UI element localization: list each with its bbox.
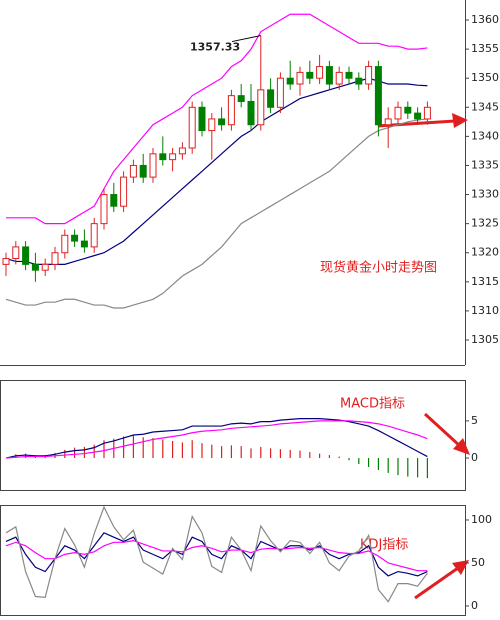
y-tick-label: 1335.00 [471, 158, 500, 171]
candle-body [159, 153, 167, 161]
candle-body [355, 77, 363, 85]
indicator-line [5, 118, 428, 309]
candle-body [286, 77, 294, 85]
candle-body [198, 106, 206, 132]
y-tick-label: 1310.00 [471, 304, 500, 317]
y-tick-label: 1355.00 [471, 42, 500, 55]
indicator-line [5, 505, 428, 603]
candle-body [384, 118, 392, 126]
indicator-line [6, 13, 428, 225]
candle-body [325, 66, 333, 85]
arrow [414, 566, 459, 600]
panel-border [0, 505, 466, 616]
candle-body [61, 234, 69, 254]
candle-body [345, 71, 353, 79]
candle-body [110, 194, 118, 207]
candle-body [365, 66, 373, 85]
chart-title: KDJ指标 [360, 538, 408, 553]
candle-body [22, 246, 30, 265]
candle-body [335, 71, 343, 85]
candle-body [149, 153, 157, 178]
arrow-head [452, 560, 469, 575]
candle-body [139, 164, 147, 178]
y-tick-label: 1350.00 [471, 71, 500, 84]
indicator-line [5, 539, 428, 572]
y-tick-label: 5 [471, 414, 478, 427]
candle-body [257, 89, 265, 126]
indicator-line [5, 418, 428, 459]
candle-body [227, 95, 235, 126]
candle-body [2, 258, 10, 265]
y-tick-label: 1315.00 [471, 275, 500, 288]
candle-body [188, 106, 196, 149]
candle-body [296, 71, 304, 85]
candle-body [100, 194, 108, 225]
annotation: 1357.33 [190, 41, 240, 54]
y-tick-label: 1330.00 [471, 188, 500, 201]
candle-body [178, 147, 186, 155]
y-tick-label: 1325.00 [471, 217, 500, 230]
chart-title: MACD指标 [340, 397, 405, 412]
y-tick-label: 1320.00 [471, 246, 500, 259]
y-tick-label: 0 [471, 599, 478, 612]
candle-body [31, 263, 39, 271]
arrow-head [452, 113, 468, 128]
indicator-line [5, 420, 428, 459]
y-tick-label: 50 [471, 556, 485, 569]
candle-body [374, 66, 382, 126]
candle-body [423, 106, 431, 120]
candle-body [316, 66, 324, 79]
candle-body [169, 153, 177, 161]
chart-title: 现货黄金小时走势图 [320, 260, 437, 276]
candle-body [414, 112, 422, 120]
y-tick-label: 1360.00 [471, 13, 500, 26]
candle-body [71, 234, 79, 242]
panel-border [0, 380, 466, 491]
candle-body [237, 95, 245, 102]
candle-body [218, 118, 226, 126]
y-tick-label: 1305.00 [471, 333, 500, 346]
candle-body [208, 118, 216, 132]
candle-body [247, 100, 255, 126]
candle-body [404, 106, 412, 114]
candle-body [120, 176, 128, 207]
candle-body [276, 77, 284, 108]
candle-body [51, 252, 59, 265]
candle-body [41, 263, 49, 271]
candle-body [80, 240, 88, 248]
annotation-line [231, 35, 261, 43]
candle-body [90, 223, 98, 248]
arrow [423, 412, 462, 448]
y-tick-label: 100 [471, 513, 492, 526]
candle-body [12, 246, 20, 260]
candle-body [306, 71, 314, 79]
candle-body [394, 106, 402, 120]
y-tick-label: 1345.00 [471, 100, 500, 113]
y-tick-label: 1340.00 [471, 129, 500, 142]
candle-body [267, 89, 275, 108]
candle-body [129, 164, 137, 178]
y-tick-label: 0 [471, 451, 478, 464]
arrow-head [453, 438, 470, 455]
